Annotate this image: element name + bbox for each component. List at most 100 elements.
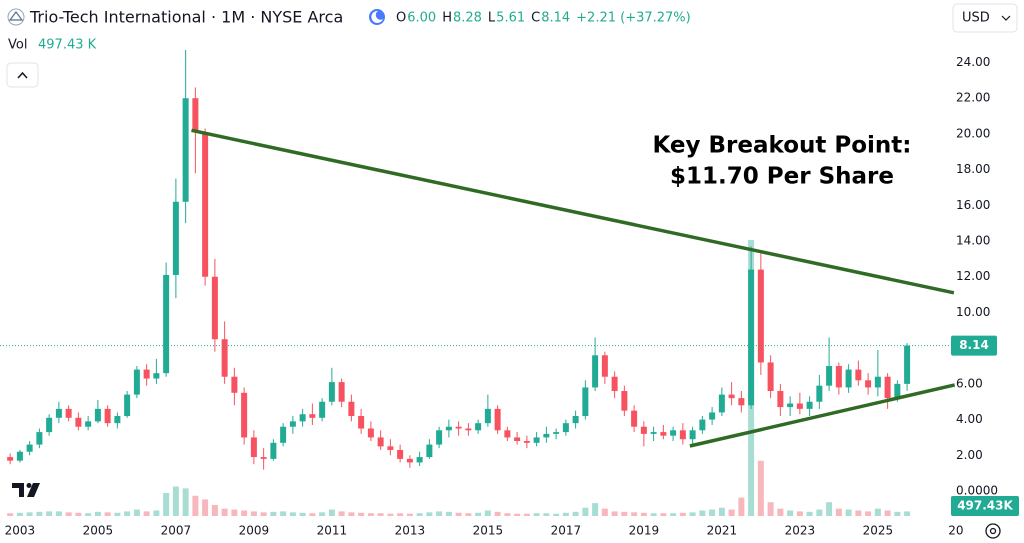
plot-area (0, 49, 950, 516)
candle-body (85, 421, 92, 427)
volume-bar (231, 509, 238, 516)
candle-body (787, 403, 794, 408)
volume-bar (865, 511, 872, 516)
candle-body (631, 410, 638, 427)
candle-body (699, 419, 706, 431)
candle-body (865, 380, 872, 388)
candle-body (182, 98, 189, 202)
volume-bar (55, 511, 62, 516)
candle-body (679, 430, 686, 440)
collapse-button[interactable] (6, 62, 39, 88)
legend-value: 6.00 (407, 11, 436, 26)
candle-body (202, 132, 209, 277)
volume-bar (660, 513, 667, 516)
currency-button[interactable]: USD (952, 3, 1018, 33)
candle-body (855, 369, 862, 381)
volume-bar (133, 509, 140, 516)
volume-bar (426, 512, 433, 516)
volume-bar (826, 502, 833, 516)
candle-body (767, 362, 774, 392)
candle-body (709, 412, 716, 420)
candle-body (533, 437, 540, 443)
volume-bar (377, 513, 384, 516)
candle-body (884, 376, 891, 399)
candle-body (153, 373, 160, 379)
y-tick-label: 24.00 (956, 55, 990, 69)
settings-button[interactable] (985, 523, 1001, 539)
volume-bar (270, 511, 277, 516)
candle-body (65, 408, 72, 418)
volume-bar (16, 512, 23, 516)
legend-value: 8.14 (541, 11, 570, 26)
x-tick-label: 2017 (551, 524, 582, 538)
volume-bar (796, 511, 803, 516)
candle-body (358, 416, 365, 429)
volume-bar (845, 509, 852, 516)
price-badge-label: 8.14 (959, 338, 989, 352)
x-tick-label: 2019 (629, 524, 660, 538)
volume-bar (406, 513, 413, 516)
legend-key: H (442, 11, 452, 26)
candle-body (514, 437, 521, 442)
candle-body (348, 401, 355, 417)
volume-bar (631, 512, 638, 516)
trendline (689, 383, 956, 448)
candle-body (192, 98, 199, 133)
legend-change: +2.21 (+37.27%) (576, 11, 691, 26)
volume-bar (689, 512, 696, 516)
y-tick-label: 14.00 (956, 234, 990, 248)
legend-value: 5.61 (496, 11, 525, 26)
volume-bar (504, 513, 511, 516)
volume-bar (153, 510, 160, 516)
candle-body (660, 432, 667, 436)
candle-body (806, 401, 813, 409)
volume-bar (65, 512, 72, 516)
candle-body (16, 451, 23, 461)
candle-body (367, 428, 374, 438)
x-tick-label: 2023 (785, 524, 816, 538)
volume-bar (445, 511, 452, 516)
candle-body (826, 366, 833, 386)
volume-bar (514, 513, 521, 516)
candle-body (582, 387, 589, 417)
legend-key: L (488, 11, 496, 26)
candle-body (523, 441, 530, 443)
candle-body (816, 385, 823, 402)
logo (12, 483, 40, 497)
y-tick-label: 0.0000 (956, 484, 998, 498)
volume-bar (884, 510, 891, 516)
candle-body (75, 417, 82, 427)
candle-body (416, 457, 423, 463)
volume-bar (592, 503, 599, 516)
volume-bar (640, 512, 647, 516)
candle-body (904, 345, 911, 384)
annotation: $11.70 Per Share (670, 164, 894, 190)
candle-body (894, 383, 901, 399)
volume-badge-label: 497.43K (957, 499, 1013, 513)
candle-body (650, 432, 657, 434)
candle-body (46, 417, 53, 433)
volume-bar (523, 513, 530, 516)
volume-bar (572, 511, 579, 516)
y-tick-label: 4.00 (956, 412, 983, 426)
candle-body (504, 430, 511, 438)
candle-body (718, 394, 725, 413)
volume-bar (26, 512, 33, 516)
candle-body (163, 274, 170, 374)
candle-body (777, 391, 784, 408)
volume-bar (709, 509, 716, 516)
candle-body (436, 430, 443, 445)
volume-bar (241, 510, 248, 516)
volume-bar (104, 512, 111, 516)
y-tick-label: 20.00 (956, 126, 990, 140)
volume-bar (211, 504, 218, 516)
candle-body (143, 369, 150, 379)
volume-bar (699, 510, 706, 516)
candle-body (211, 276, 218, 340)
candle-body (289, 421, 296, 427)
volume-bar (621, 511, 628, 516)
volume-bar (358, 512, 365, 516)
volume-bar (319, 512, 326, 516)
volume-bar (728, 509, 735, 516)
